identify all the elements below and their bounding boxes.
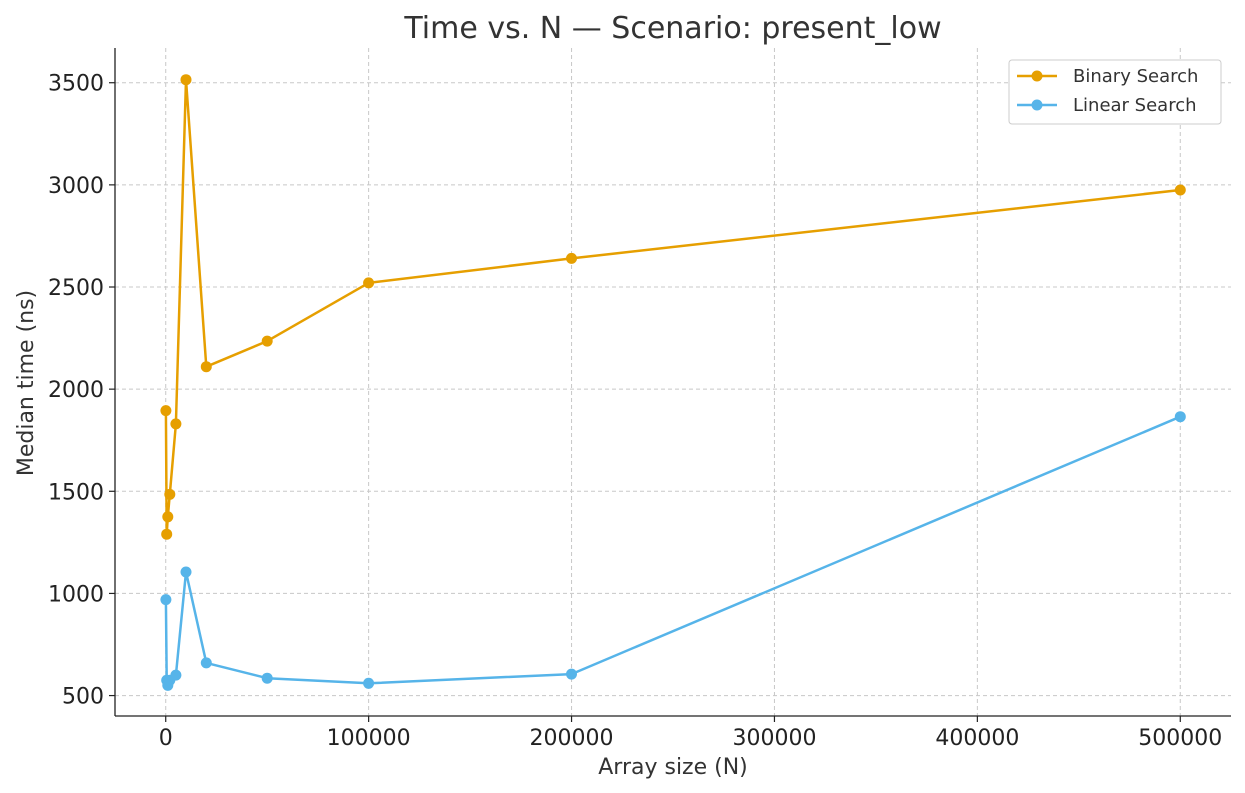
- data-point-linear-search: [261, 672, 273, 684]
- data-point-linear-search: [180, 566, 192, 578]
- axes: [114, 48, 1231, 717]
- x-tick-label: 400000: [935, 726, 1019, 751]
- legend-marker-binary-search: [1031, 70, 1043, 82]
- data-point-binary-search: [566, 252, 577, 264]
- data-point-linear-search: [363, 677, 375, 689]
- data-point-linear-search: [170, 669, 182, 681]
- series-line-binary-search: [164, 78, 1181, 536]
- x-tick-label: 200000: [530, 726, 614, 751]
- legend-label-linear-search: Linear Search: [1073, 95, 1197, 116]
- data-point-linear-search: [200, 657, 212, 669]
- y-tick-label: 1000: [48, 582, 104, 607]
- legend-box: [1008, 59, 1222, 125]
- series-layer: [160, 74, 1186, 691]
- y-tick-label: 3500: [48, 72, 104, 97]
- series-binary-search: [160, 74, 1186, 540]
- data-point-binary-search: [162, 511, 174, 523]
- x-tick-label: 300000: [732, 726, 816, 751]
- data-point-binary-search: [160, 405, 172, 417]
- data-point-binary-search: [164, 488, 176, 500]
- ticks: 0 100000 200000 300000 400000 500000 500 1000 15…: [48, 72, 1222, 751]
- x-axis-label: Array size (N): [598, 755, 748, 780]
- x-tick-label: 0: [159, 726, 173, 751]
- y-tick-label: 2000: [48, 378, 104, 403]
- data-point-binary-search: [170, 418, 182, 430]
- data-point-binary-search: [161, 528, 173, 540]
- grid: [115, 48, 1231, 716]
- data-point-linear-search: [566, 668, 577, 680]
- y-axis-label: Median time (ns): [14, 290, 39, 476]
- chart-title: Time vs. N — Scenario: present_low: [403, 11, 941, 46]
- y-tick-label: 1500: [48, 480, 104, 505]
- data-point-binary-search: [363, 277, 375, 289]
- data-point-linear-search: [160, 594, 172, 606]
- data-point-binary-search: [1174, 184, 1186, 196]
- y-tick-label: 500: [62, 685, 104, 710]
- data-point-linear-search: [1174, 411, 1186, 423]
- x-tick-label: 100000: [327, 726, 411, 751]
- x-tick-label: 500000: [1138, 726, 1222, 751]
- legend-label-binary-search: Binary Search: [1073, 66, 1198, 87]
- data-point-binary-search: [261, 335, 273, 347]
- y-tick-label: 3000: [48, 174, 104, 199]
- data-point-binary-search: [180, 74, 192, 86]
- series-linear-search: [160, 411, 1186, 691]
- legend-marker-linear-search: [1031, 99, 1043, 111]
- y-tick-label: 2500: [48, 276, 104, 301]
- data-point-binary-search: [200, 361, 212, 373]
- legend: Binary Search Linear Search: [1008, 59, 1222, 125]
- series-line-linear-search: [164, 415, 1181, 687]
